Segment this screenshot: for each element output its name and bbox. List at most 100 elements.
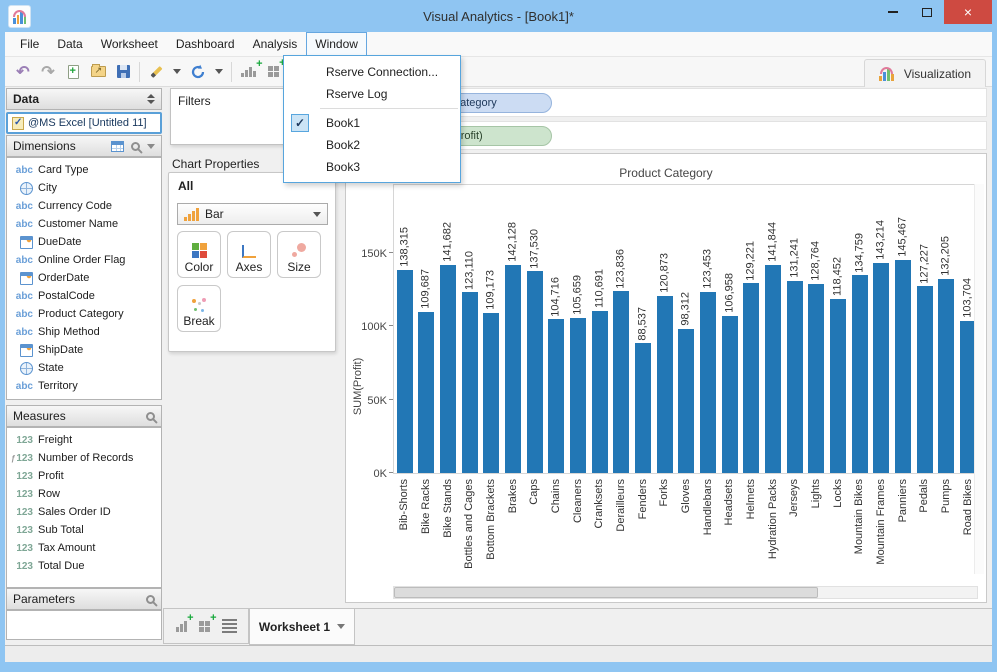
bar-bottles-and-cages[interactable] — [461, 292, 478, 473]
tab-worksheet-1[interactable]: Worksheet 1 — [249, 608, 355, 645]
connection-wizard-icon[interactable] — [147, 63, 165, 81]
bar-bottom-brackets[interactable] — [483, 312, 500, 473]
bar-pumps[interactable] — [938, 279, 955, 473]
bar-hydration-packs[interactable] — [765, 264, 782, 473]
add-dashboard-icon[interactable]: + — [264, 58, 286, 81]
measure-row[interactable]: 123 Row — [7, 485, 161, 503]
scrollbar-thumb[interactable] — [394, 587, 818, 598]
bar-fenders[interactable] — [635, 343, 652, 473]
bar-lights[interactable] — [808, 284, 825, 473]
bar-bike-stands[interactable] — [440, 265, 457, 473]
window-menu-item-rserve-connection[interactable]: Rserve Connection... — [284, 61, 460, 83]
bar-caps[interactable] — [526, 271, 543, 473]
table-view-icon[interactable] — [111, 140, 124, 152]
dimension-postalcode[interactable]: abc PostalCode — [7, 287, 161, 305]
bar-cranksets[interactable] — [591, 310, 608, 473]
measure-number-of-records[interactable]: ƒ 123 Number of Records — [7, 449, 161, 467]
refresh-dropdown-icon[interactable] — [214, 63, 224, 81]
horizontal-scrollbar[interactable] — [393, 586, 978, 599]
close-button[interactable]: × — [944, 0, 992, 24]
measure-profit[interactable]: 123 Profit — [7, 467, 161, 485]
bar-mountain-bikes[interactable] — [851, 275, 868, 473]
size-button[interactable]: Size — [277, 231, 321, 278]
dimension-ship-method[interactable]: abc Ship Method — [7, 323, 161, 341]
vertical-scrollbar[interactable] — [974, 184, 984, 574]
break-button[interactable]: Break — [177, 285, 221, 332]
bar-mountain-frames[interactable] — [873, 262, 890, 473]
measures-section-header[interactable]: Measures — [6, 405, 162, 427]
menu-analysis[interactable]: Analysis — [252, 37, 298, 51]
bar-road-bikes[interactable] — [960, 320, 977, 473]
window-menu-item-book2[interactable]: Book2 — [284, 134, 460, 156]
bar-forks[interactable] — [656, 295, 673, 473]
minimize-button[interactable] — [876, 0, 910, 24]
dimension-card-type[interactable]: abc Card Type — [7, 161, 161, 179]
add-worksheet-icon[interactable]: + — [175, 612, 194, 632]
x-axis-label-caps: Caps — [528, 479, 541, 505]
dimension-product-category[interactable]: abc Product Category — [7, 305, 161, 323]
bar-value-label: 106,958 — [723, 273, 736, 314]
dimension-territory[interactable]: abc Territory — [7, 377, 161, 395]
tab-visualization[interactable]: Visualization — [863, 59, 986, 87]
dimension-shipdate[interactable]: ShipDate — [7, 341, 161, 359]
dimension-customer-name[interactable]: abc Customer Name — [7, 215, 161, 233]
fx123-icon: ƒ 123 — [10, 452, 33, 464]
bar-handlebars[interactable] — [700, 291, 717, 473]
menu-dashboard[interactable]: Dashboard — [175, 37, 235, 51]
dimension-currency-code[interactable]: abc Currency Code — [7, 197, 161, 215]
refresh-icon[interactable] — [189, 63, 207, 81]
chart-type-dropdown[interactable]: Bar — [177, 203, 328, 225]
menu-window[interactable]: Window — [306, 32, 367, 56]
window-menu-item-book1[interactable]: ✓ Book1 — [284, 112, 460, 134]
open-folder-icon[interactable] — [89, 63, 107, 81]
dimension-duedate[interactable]: DueDate — [7, 233, 161, 251]
bar-jerseys[interactable] — [786, 280, 803, 473]
bar-panniers[interactable] — [895, 259, 912, 473]
menu-file[interactable]: File — [20, 37, 40, 51]
undo-icon[interactable]: ↶ — [16, 63, 30, 81]
dimension-online-order-flag[interactable]: abc Online Order Flag — [7, 251, 161, 269]
measure-sales-order-id[interactable]: 123 Sales Order ID — [7, 503, 161, 521]
redo-icon[interactable]: ↷ — [41, 63, 55, 81]
bar-brakes[interactable] — [505, 264, 522, 473]
connection-dropdown-icon[interactable] — [172, 63, 182, 81]
bar-locks[interactable] — [830, 299, 847, 473]
bar-cleaners[interactable] — [570, 318, 587, 473]
measure-total-due[interactable]: 123 Total Due — [7, 557, 161, 575]
bar-helmets[interactable] — [743, 283, 760, 473]
axes-button[interactable]: Axes — [227, 231, 271, 278]
bar-derailleurs[interactable] — [613, 291, 630, 473]
maximize-button[interactable] — [910, 0, 944, 24]
bar-bike-racks[interactable] — [418, 312, 435, 473]
bar-pedals[interactable] — [916, 286, 933, 473]
search-icon[interactable] — [131, 141, 140, 151]
menu-worksheet[interactable]: Worksheet — [100, 37, 158, 51]
add-worksheet-icon[interactable]: + — [239, 58, 263, 81]
dimension-city[interactable]: City — [7, 179, 161, 197]
data-section-header[interactable]: Data — [6, 88, 162, 110]
measure-tax-amount[interactable]: 123 Tax Amount — [7, 539, 161, 557]
bar-bib-shorts[interactable] — [396, 270, 413, 473]
window-menu-item-rserve-log[interactable]: Rserve Log — [284, 83, 460, 105]
measure-freight[interactable]: 123 Freight — [7, 431, 161, 449]
window-menu-item-book3[interactable]: Book3 — [284, 156, 460, 178]
parameters-section-header[interactable]: Parameters — [6, 588, 162, 610]
dimension-orderdate[interactable]: OrderDate — [7, 269, 161, 287]
new-document-icon[interactable] — [64, 63, 82, 81]
save-icon[interactable] — [114, 63, 132, 81]
bar-chains[interactable] — [548, 319, 565, 473]
chevron-down-icon[interactable] — [147, 143, 155, 149]
color-button[interactable]: Color — [177, 231, 221, 278]
menu-data[interactable]: Data — [57, 37, 83, 51]
data-source-item[interactable]: @MS Excel [Untitled 11] — [6, 112, 162, 134]
dimension-state[interactable]: State — [7, 359, 161, 377]
sort-icon[interactable] — [147, 94, 155, 104]
worksheet-list-icon[interactable] — [221, 619, 237, 633]
search-icon[interactable] — [146, 411, 155, 421]
add-dashboard-icon[interactable]: + — [198, 612, 217, 632]
dimensions-section-header[interactable]: Dimensions — [6, 135, 162, 157]
bar-gloves[interactable] — [678, 328, 695, 473]
search-icon[interactable] — [146, 594, 155, 604]
measure-sub-total[interactable]: 123 Sub Total — [7, 521, 161, 539]
bar-headsets[interactable] — [721, 316, 738, 473]
